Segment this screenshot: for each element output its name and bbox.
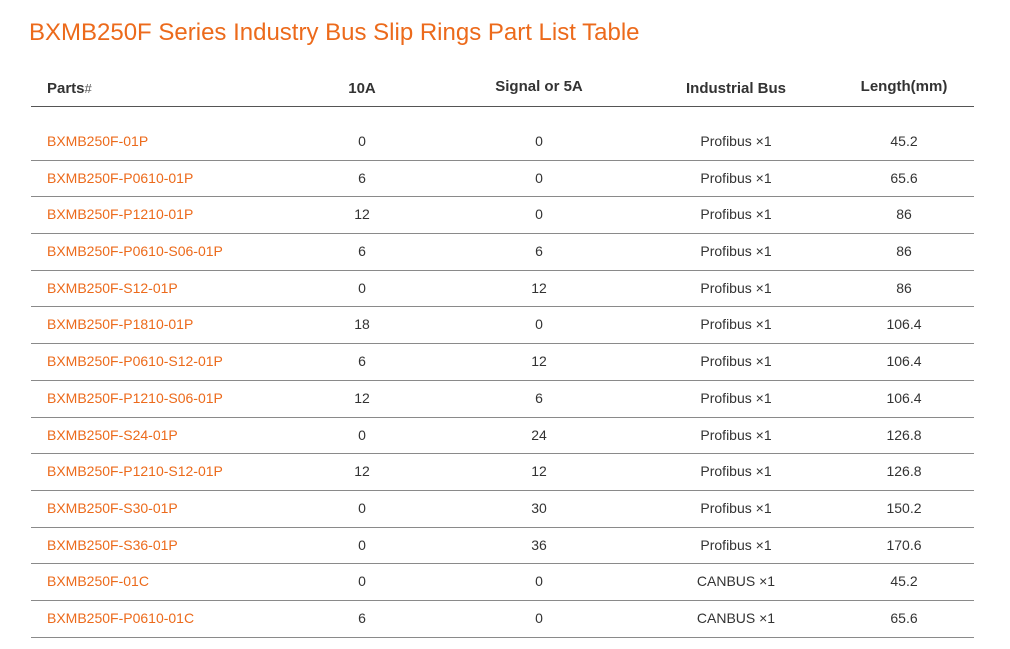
part-number-link[interactable]: BXMB250F-01C <box>47 573 149 590</box>
table-row: BXMB250F-P0610-S12-01P 6 12 Profibus ×1 … <box>31 344 974 381</box>
table-row: BXMB250F-S36-01P 0 36 Profibus ×1 170.6 <box>31 528 974 565</box>
table-row: BXMB250F-S30-01P 0 30 Profibus ×1 150.2 <box>31 491 974 528</box>
part-number-link[interactable]: BXMB250F-01P <box>47 133 149 149</box>
part-number-link[interactable]: BXMB250F-P1210-01P <box>47 206 194 223</box>
part-number-link[interactable]: BXMB250F-S12-01P <box>47 279 178 296</box>
table-header: Parts# 10A Signal or 5A Industrial Bus L… <box>31 70 974 107</box>
part-number-link[interactable]: BXMB250F-S36-01P <box>47 536 178 553</box>
part-number-link[interactable]: BXMB250F-S24-01P <box>47 426 178 443</box>
table-row: BXMB250F-01C 0 0 CANBUS ×1 45.2 <box>31 564 974 601</box>
part-number-link[interactable]: BXMB250F-P0610-S06-01P <box>47 243 223 260</box>
part-number-link[interactable]: BXMB250F-P1810-01P <box>47 316 194 333</box>
part-number-link[interactable]: BXMB250F-P0610-01C <box>47 609 195 626</box>
part-number-link[interactable]: BXMB250F-P0610-01P <box>47 169 194 186</box>
table-row: BXMB250F-01P 0 0 Profibus ×1 45.2 <box>31 124 974 161</box>
table-body: BXMB250F-01P 0 0 Profibus ×1 45.2 BXMB25… <box>31 124 974 638</box>
table-row: BXMB250F-P0610-01P 6 0 Profibus ×1 65.6 <box>31 161 974 198</box>
table-row: BXMB250F-P0610-S06-01P 6 6 Profibus ×1 8… <box>31 234 974 271</box>
part-number-link[interactable]: BXMB250F-P1210-S06-01P <box>47 389 223 406</box>
table-row: BXMB250F-P1810-01P 18 0 Profibus ×1 106.… <box>31 307 974 345</box>
table-row: BXMB250F-P1210-S12-01P 12 12 Profibus ×1… <box>31 454 974 491</box>
part-list-table: Parts# 10A Signal or 5A Industrial Bus L… <box>31 70 974 638</box>
part-number-link[interactable]: BXMB250F-P1210-S12-01P <box>47 463 223 480</box>
column-header-parts: Parts# <box>47 80 92 97</box>
table-row: BXMB250F-P1210-01P 12 0 Profibus ×1 86 <box>31 197 974 235</box>
table-row: BXMB250F-S12-01P 0 12 Profibus ×1 86 <box>31 271 974 308</box>
page-title: BXMB250F Series Industry Bus Slip Rings … <box>29 19 640 46</box>
part-number-link[interactable]: BXMB250F-P0610-S12-01P <box>47 353 223 370</box>
table-row: BXMB250F-P1210-S06-01P 12 6 Profibus ×1 … <box>31 381 974 418</box>
table-row: BXMB250F-S24-01P 0 24 Profibus ×1 126.8 <box>31 418 974 455</box>
table-row: BXMB250F-P0610-01C 6 0 CANBUS ×1 65.6 <box>31 601 974 638</box>
part-number-link[interactable]: BXMB250F-S30-01P <box>47 499 178 516</box>
